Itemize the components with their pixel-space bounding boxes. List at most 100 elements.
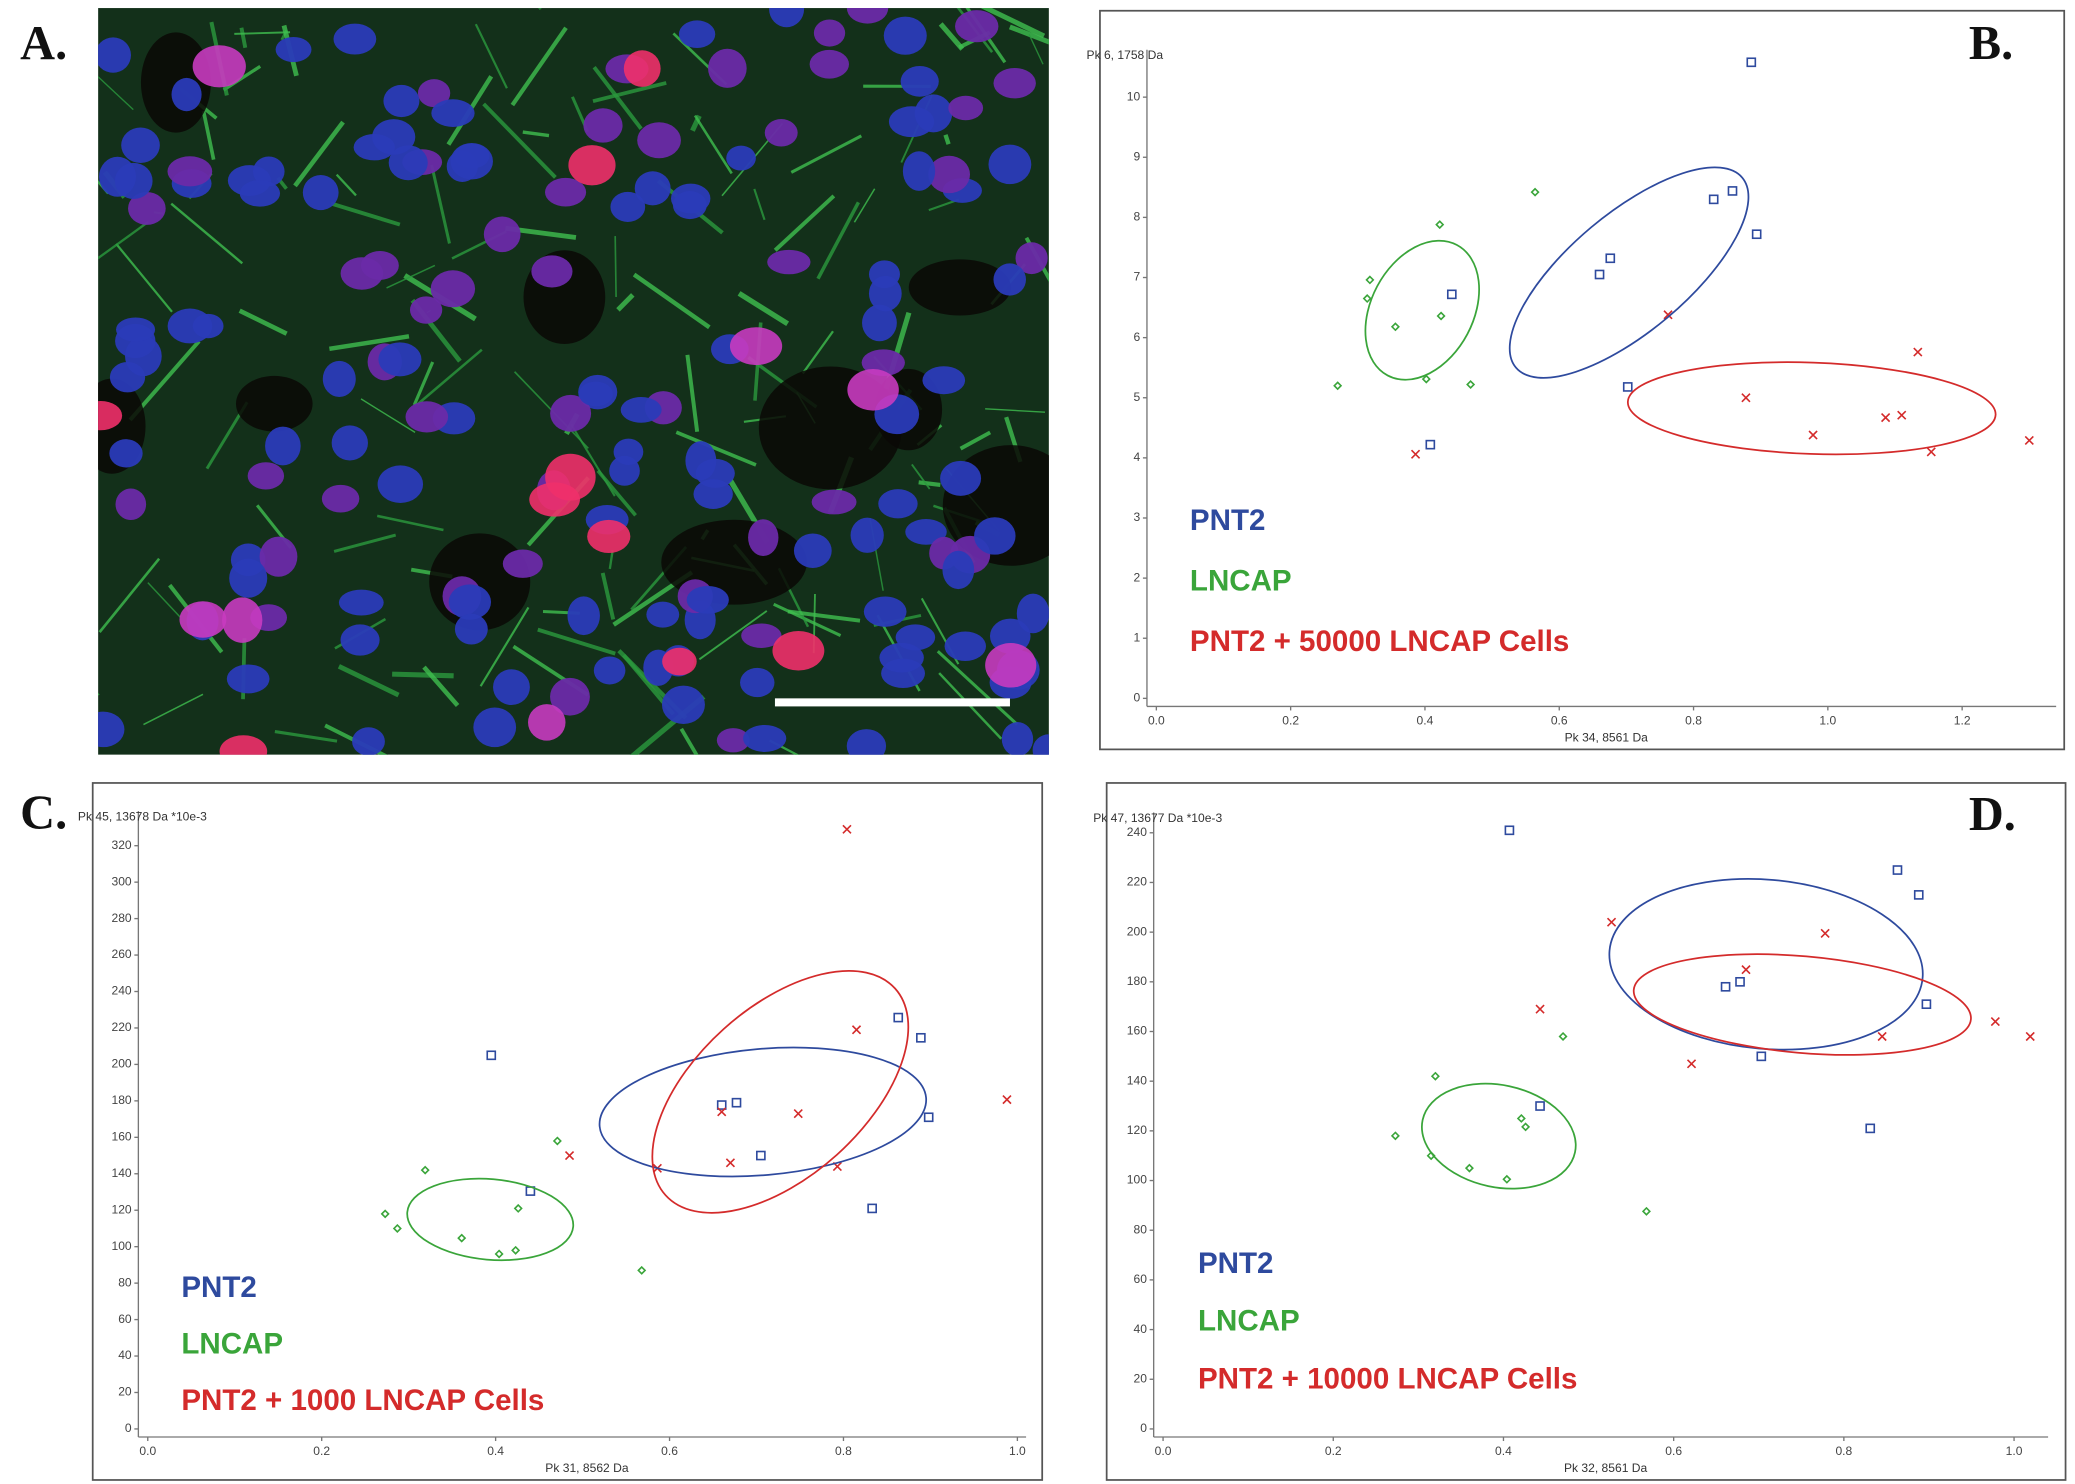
stained-cell: [623, 50, 661, 87]
y-tick-label: 4: [1134, 450, 1141, 464]
y-tick-label: 9: [1134, 149, 1141, 163]
nucleus: [686, 585, 729, 614]
point: [392, 1223, 402, 1233]
point: [1808, 430, 1818, 440]
nucleus: [716, 728, 750, 753]
x-axis-title: Pk 31, 8562 Da: [545, 1461, 629, 1475]
point: [916, 1032, 926, 1043]
x-axis-title: Pk 34, 8561 Da: [1565, 730, 1649, 744]
chart-panel: 0 20 40 60 80 100 120 140 160 180 200 220 240 260 280 3…: [20, 782, 1044, 1481]
fiber: [985, 408, 1046, 413]
nucleus: [940, 460, 982, 496]
nucleus: [850, 517, 884, 553]
x-axis-title: Pk 32, 8561 Da: [1564, 1461, 1648, 1475]
legend-entry: PNT2 + 10000 LNCAP Cells: [1198, 1362, 1577, 1395]
nucleus: [878, 489, 918, 519]
point: [564, 1150, 575, 1161]
point: [851, 1025, 862, 1035]
chart-panel: 0 20 40 60 80 100 120 140 160 180 200 220 240 0.0 0.2 0…: [1093, 782, 2067, 1481]
fiber: [698, 610, 768, 661]
nucleus: [974, 517, 1016, 555]
nucleus: [942, 550, 975, 590]
nucleus: [993, 263, 1026, 296]
fiber: [147, 582, 181, 618]
nucleus: [678, 20, 716, 48]
point: [1594, 269, 1605, 280]
x-tick-label: 0.8: [1835, 1444, 1852, 1458]
panel-label: C.: [20, 787, 67, 840]
nucleus: [740, 667, 775, 698]
nucleus: [661, 685, 705, 724]
nucleus: [430, 270, 476, 308]
nucleus: [405, 401, 449, 433]
nucleus: [383, 84, 420, 118]
fiber: [430, 164, 451, 244]
panel-label: A.: [20, 17, 67, 70]
y-tick-label: 8: [1134, 210, 1141, 224]
y-tick-label: 80: [118, 1275, 132, 1289]
fiber: [773, 602, 842, 637]
fiber: [330, 201, 401, 227]
nucleus: [764, 119, 798, 147]
point: [1435, 220, 1445, 230]
y-tick-label: 280: [111, 911, 131, 925]
stained-cell: [662, 647, 697, 676]
y-tick-label: 180: [111, 1093, 131, 1107]
y-tick-label: 120: [1127, 1123, 1147, 1137]
fiber: [938, 22, 965, 51]
point: [1720, 981, 1731, 992]
point: [1880, 412, 1891, 423]
nucleus: [247, 462, 285, 490]
x-tick-label: 0.0: [139, 1444, 156, 1458]
point: [1897, 410, 1907, 420]
fiber: [412, 361, 435, 406]
y-axis-title: Pk 47, 13677 Da *10e-3: [1093, 811, 1222, 825]
fiber: [474, 23, 508, 89]
y-tick-label: 300: [111, 874, 131, 888]
nucleus: [377, 465, 424, 503]
nucleus: [417, 79, 451, 108]
point: [1622, 382, 1633, 392]
cluster-ellipse: [1508, 166, 1750, 379]
point: [420, 1165, 430, 1175]
point: [1663, 310, 1673, 320]
nucleus: [928, 155, 970, 194]
panel-frame: [1105, 782, 2067, 1481]
x-tick-label: 0.2: [313, 1444, 330, 1458]
x-tick-label: 0.4: [1495, 1444, 1512, 1458]
x-tick-label: 0.2: [1282, 713, 1299, 727]
panel-frame: [1099, 9, 2066, 751]
nucleus: [493, 669, 530, 706]
fiber: [936, 650, 1019, 726]
y-tick-label: 80: [1134, 1222, 1148, 1236]
nucleus: [922, 366, 966, 395]
y-axis-title: Pk 45, 13678 Da *10e-3: [78, 810, 207, 824]
stained-cell: [529, 482, 580, 517]
nucleus: [114, 162, 153, 200]
nucleus: [955, 10, 999, 43]
stained-cell: [222, 597, 263, 643]
nucleus: [988, 144, 1032, 185]
y-tick-label: 160: [111, 1130, 131, 1144]
x-tick-label: 0.8: [835, 1444, 852, 1458]
nucleus: [793, 533, 832, 568]
nucleus: [879, 642, 924, 673]
y-tick-label: 0: [1140, 1421, 1147, 1435]
stained-cell: [219, 735, 268, 755]
y-tick-label: 100: [111, 1239, 131, 1253]
nucleus: [813, 19, 846, 47]
dark-hole: [235, 375, 313, 432]
legend-entry: PNT2: [1190, 504, 1266, 537]
y-tick-label: 100: [1127, 1173, 1147, 1187]
point: [1425, 439, 1436, 450]
nucleus: [1016, 593, 1049, 634]
point: [1521, 1122, 1531, 1132]
point: [1504, 825, 1515, 836]
stained-cell: [192, 45, 246, 88]
fiber: [773, 194, 836, 252]
point: [637, 1265, 647, 1275]
point: [1741, 965, 1751, 975]
stained-cell: [587, 519, 631, 554]
nucleus: [98, 711, 125, 748]
